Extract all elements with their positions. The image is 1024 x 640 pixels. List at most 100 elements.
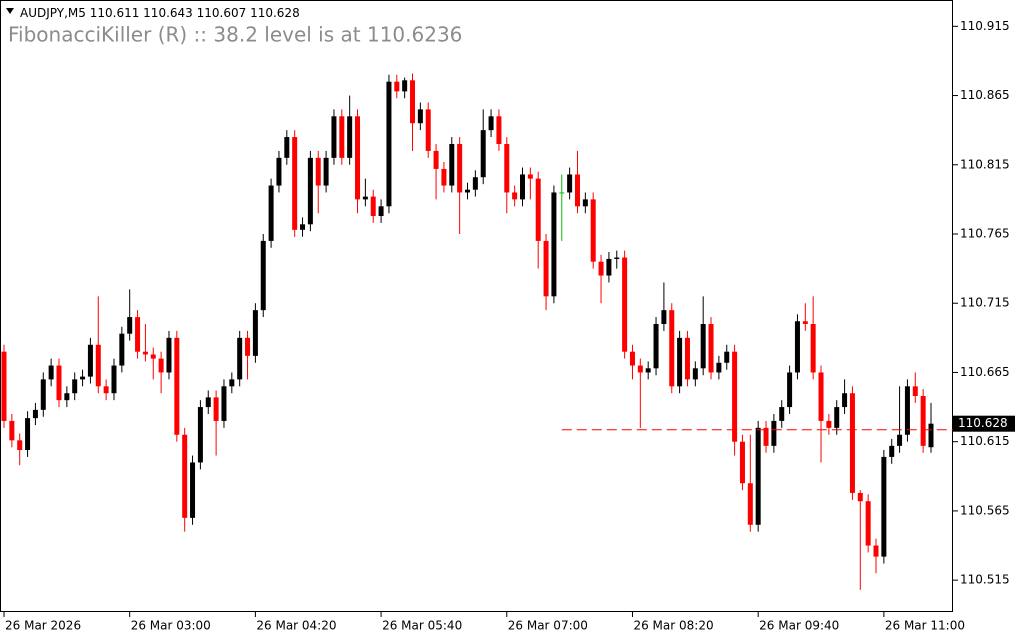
y-tick-label: 110.665 [960, 365, 1010, 379]
y-tick-label: 110.865 [960, 88, 1010, 102]
candle-body [284, 137, 290, 158]
candle-body [9, 420, 15, 441]
candle-body [465, 189, 470, 193]
candle-body [606, 258, 612, 276]
symbol-header: AUDJPY,M5 110.611 110.643 110.607 110.62… [20, 6, 300, 20]
candle-body [166, 337, 172, 373]
candle-body [378, 206, 384, 216]
x-tick-label: 26 Mar 07:00 [508, 619, 588, 633]
candle-body [237, 337, 243, 380]
candle-body [433, 150, 439, 169]
candle-body [590, 199, 596, 262]
candle-body [111, 365, 117, 394]
candle-body [904, 386, 910, 435]
candle-body [307, 157, 313, 225]
candle-body [779, 407, 785, 421]
candle-body [103, 386, 109, 394]
candle-body [197, 407, 203, 463]
price-badge-label: 110.628 [958, 416, 1008, 430]
candle-body [300, 224, 306, 230]
candle-body [645, 368, 651, 373]
candle-body [920, 396, 926, 446]
last-high: 110.643 [143, 6, 193, 20]
candle-body [292, 137, 298, 230]
candle-body [512, 192, 518, 200]
candle-body [158, 358, 164, 373]
candle-body [87, 344, 93, 377]
candle-body [190, 462, 196, 518]
candle-body [771, 420, 777, 446]
candle-body [684, 337, 690, 380]
candle-body [488, 116, 494, 131]
candle-body [394, 81, 400, 92]
candle-body [881, 456, 887, 557]
candle-body [849, 393, 855, 493]
y-tick-label: 110.565 [960, 503, 1010, 517]
menu-triangle[interactable] [6, 8, 14, 14]
y-tick-label: 110.765 [960, 227, 1010, 241]
last-low: 110.607 [197, 6, 247, 20]
candle-body [818, 372, 824, 421]
y-tick-label: 110.915 [960, 19, 1010, 33]
candle-body [135, 317, 141, 352]
x-tick-label: 26 Mar 08:20 [633, 619, 713, 633]
candle-body [17, 440, 23, 450]
candle-body [543, 240, 549, 297]
candle-body [629, 351, 635, 366]
candle-body [127, 317, 133, 334]
candle-body [889, 445, 895, 457]
candle-body [355, 116, 361, 200]
candle-body [370, 196, 376, 216]
candle-body [527, 174, 533, 179]
candle-body [708, 324, 714, 373]
candle-body [25, 418, 31, 450]
symbol: AUDJPY,M5 [20, 6, 86, 20]
candle-body [724, 351, 730, 363]
x-tick-label: 26 Mar 11:00 [885, 619, 965, 633]
candle-body [48, 365, 54, 380]
candle-body [252, 310, 258, 356]
candle-body [661, 310, 667, 324]
last-open: 110.611 [90, 6, 140, 20]
candle-body [755, 427, 761, 525]
candle-body [32, 409, 38, 419]
candle-body [425, 109, 431, 151]
candle-body [504, 144, 510, 193]
candle-body [598, 261, 604, 276]
candle-body [653, 324, 659, 369]
candle-body [410, 80, 416, 124]
candle-body [826, 420, 832, 428]
candle-body [347, 116, 353, 158]
candle-body [574, 174, 580, 207]
candle-body [519, 174, 525, 200]
candle-body [315, 157, 321, 186]
candle-body [928, 423, 934, 448]
candle-body [857, 492, 863, 502]
candle-body [802, 321, 808, 324]
y-tick-label: 110.715 [960, 296, 1010, 310]
candle-body [441, 168, 447, 186]
candle-body [362, 196, 368, 200]
candle-body [213, 397, 219, 421]
candle-body [732, 351, 738, 442]
candle-body [763, 427, 769, 446]
candle-body [559, 192, 565, 194]
candle-body [472, 177, 478, 190]
candle-body [787, 372, 793, 408]
x-tick-label: 26 Mar 04:20 [256, 619, 336, 633]
candle-body [535, 178, 541, 241]
candle-body [80, 376, 86, 380]
candle-body [95, 344, 101, 387]
candle-body [747, 483, 753, 525]
candle-body [339, 116, 345, 158]
candle-body [386, 81, 392, 207]
y-tick-label: 110.615 [960, 434, 1010, 448]
y-tick-label: 110.815 [960, 157, 1010, 171]
candle-body [637, 365, 643, 373]
indicator-title: FibonacciKiller (R) :: 38.2 level is at … [8, 23, 462, 47]
last-close: 110.628 [250, 6, 300, 20]
candle-body [794, 321, 800, 373]
y-tick-label: 110.515 [960, 573, 1010, 587]
candle-body [72, 379, 78, 394]
x-tick-label: 26 Mar 2026 [5, 619, 81, 633]
